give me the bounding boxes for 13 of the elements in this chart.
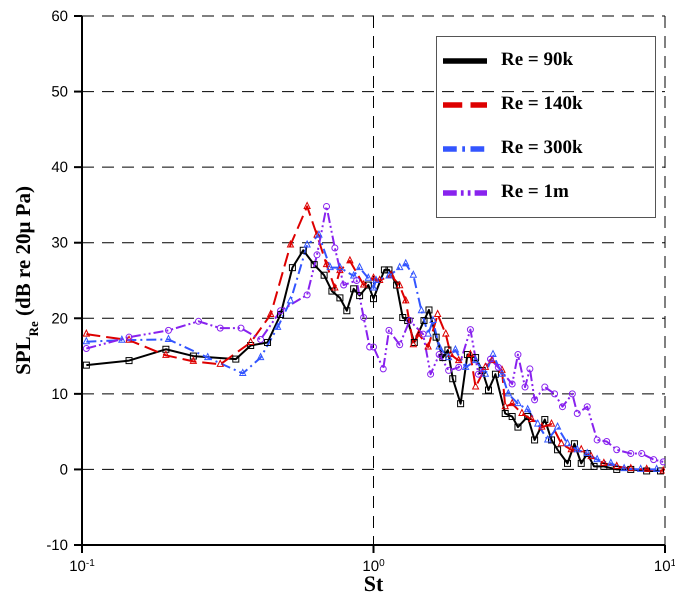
legend-label: Re = 300k [501, 136, 583, 158]
y-tick-label: 20 [51, 310, 68, 328]
y-tick-label: 0 [60, 461, 68, 478]
y-tick-label: 40 [51, 159, 68, 176]
y-tick-label: -10 [46, 537, 68, 554]
y-tick-label: 10 [51, 386, 68, 403]
y-tick-label: 50 [51, 84, 68, 101]
legend-label: Re = 140k [501, 92, 583, 114]
legend-label: Re = 1m [501, 180, 569, 202]
y-tick-label: 60 [51, 8, 68, 25]
legend-label: Re = 90k [501, 48, 574, 70]
y-tick-label: 30 [51, 234, 68, 252]
x-tick-label: 10$^{-1}$ [69, 558, 96, 575]
